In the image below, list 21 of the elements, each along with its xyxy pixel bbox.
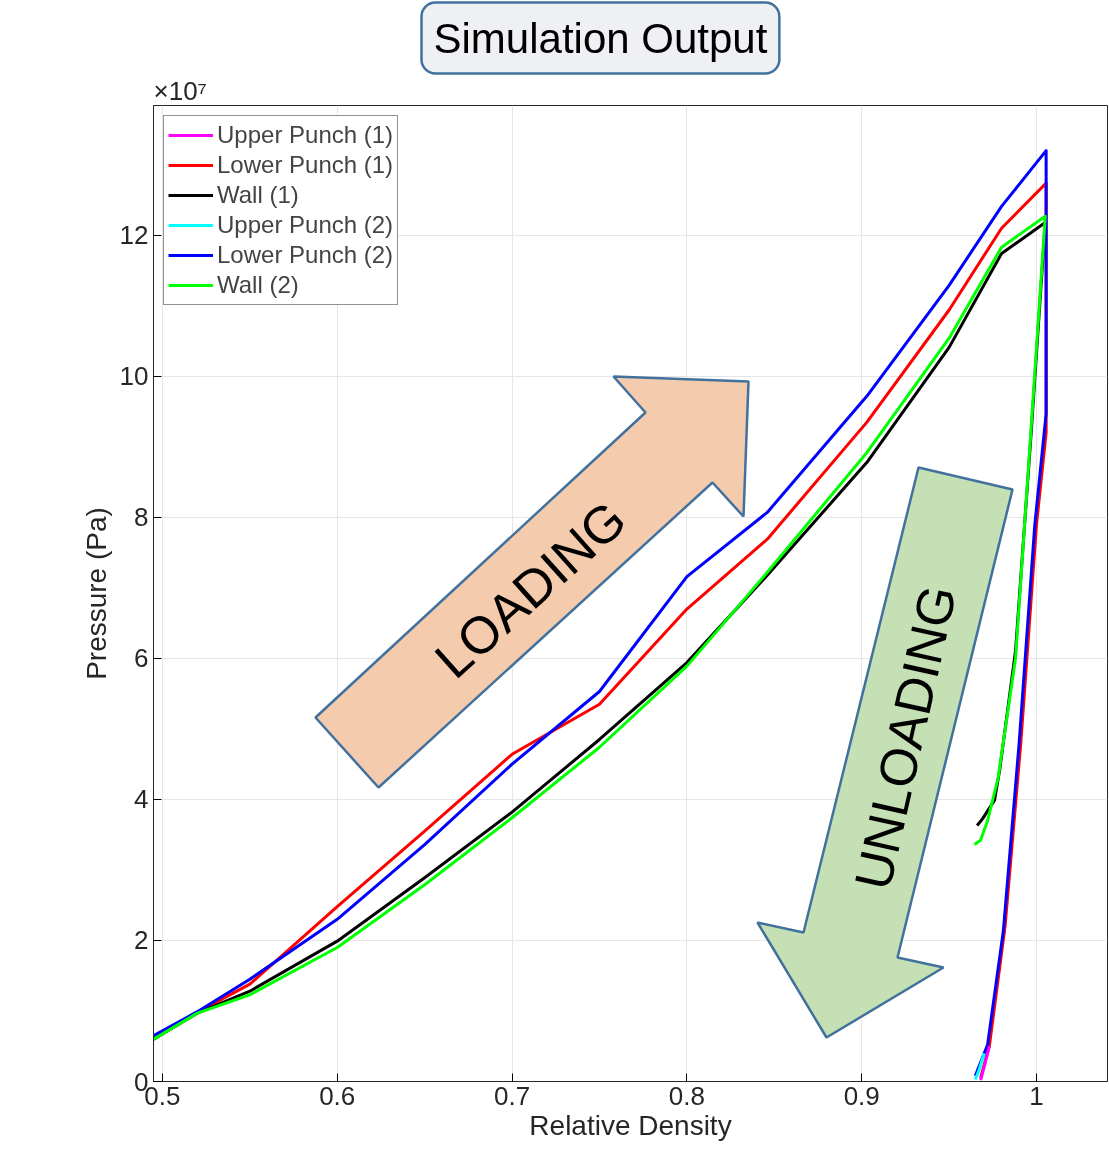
y-tick-label: 12	[119, 220, 149, 251]
x-axis-title: Relative Density	[529, 1109, 732, 1141]
x-tick-label: 0.7	[493, 1080, 531, 1111]
y-axis-title: Pressure (Pa)	[80, 507, 112, 680]
legend-label: Upper Punch (1)	[217, 120, 394, 150]
x-tick-label: 0.6	[319, 1080, 356, 1111]
legend-label: Wall (2)	[217, 270, 299, 300]
text: ×10⁷	[153, 75, 208, 106]
legend-label: Lower Punch (2)	[217, 240, 394, 270]
y-tick-label: 6	[134, 643, 149, 674]
y-tick-label: 4	[134, 784, 149, 815]
legend-label: Wall (1)	[217, 180, 299, 210]
legend-label: Lower Punch (1)	[217, 150, 394, 180]
x-tick-label: 1	[1029, 1080, 1044, 1111]
y-tick-label: 10	[119, 361, 149, 392]
y-tick-label: 8	[134, 502, 149, 533]
legend-label: Upper Punch (2)	[217, 210, 394, 240]
x-tick-label: 0.8	[668, 1080, 705, 1111]
x-tick-label: 0.9	[843, 1080, 880, 1111]
chart-title: Simulation Output	[433, 14, 768, 62]
y-tick-label: 2	[134, 925, 149, 956]
